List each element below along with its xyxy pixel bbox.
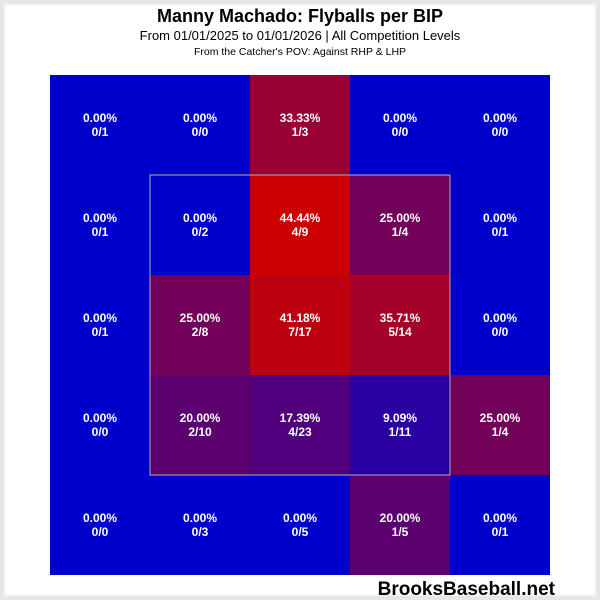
strike-zone bbox=[149, 174, 451, 476]
cell-value-label: 41.18% bbox=[280, 311, 321, 325]
heat-cell bbox=[150, 475, 250, 575]
cell-value-label: 44.44% bbox=[280, 211, 321, 225]
heat-cell bbox=[450, 275, 550, 375]
heat-cell bbox=[150, 275, 250, 375]
heat-cell bbox=[450, 375, 550, 475]
cell-value-label: 20.00% bbox=[380, 511, 421, 525]
heat-cell bbox=[50, 175, 150, 275]
cell-count-label: 0/0 bbox=[92, 525, 109, 539]
watermark: BrooksBaseball.net bbox=[378, 579, 556, 600]
cell-count-label: 2/8 bbox=[192, 325, 209, 339]
cell-count-label: 0/0 bbox=[492, 125, 509, 139]
cell-count-label: 1/3 bbox=[292, 125, 309, 139]
chart-title: Manny Machado: Flyballs per BIP bbox=[157, 6, 443, 26]
cell-value-label: 25.00% bbox=[480, 411, 521, 425]
cell-count-label: 7/17 bbox=[288, 325, 312, 339]
cell-value-label: 0.00% bbox=[183, 211, 217, 225]
cell-count-label: 1/11 bbox=[389, 425, 412, 439]
cell-value-label: 25.00% bbox=[380, 211, 421, 225]
cell-count-label: 0/0 bbox=[192, 125, 209, 139]
cell-value-label: 0.00% bbox=[483, 211, 517, 225]
cell-count-label: 2/10 bbox=[188, 425, 212, 439]
heat-cell bbox=[450, 75, 550, 175]
heat-cell bbox=[350, 475, 450, 575]
cell-value-label: 0.00% bbox=[83, 511, 117, 525]
cell-count-label: 0/0 bbox=[492, 325, 509, 339]
cell-value-label: 0.00% bbox=[483, 311, 517, 325]
cell-value-label: 0.00% bbox=[83, 311, 117, 325]
cell-count-label: 0/1 bbox=[92, 225, 109, 239]
cell-value-label: 0.00% bbox=[83, 411, 117, 425]
heat-cell bbox=[350, 175, 450, 275]
heat-cell bbox=[250, 375, 350, 475]
cell-value-label: 0.00% bbox=[83, 211, 117, 225]
cell-count-label: 0/0 bbox=[392, 125, 409, 139]
cell-count-label: 0/3 bbox=[192, 525, 209, 539]
cell-count-label: 1/4 bbox=[392, 225, 409, 239]
heat-cell bbox=[250, 275, 350, 375]
cell-value-label: 0.00% bbox=[283, 511, 317, 525]
cell-count-label: 4/23 bbox=[288, 425, 312, 439]
heat-cell bbox=[50, 275, 150, 375]
chart-note: From the Catcher's POV: Against RHP & LH… bbox=[194, 46, 406, 58]
cell-count-label: 0/2 bbox=[192, 225, 209, 239]
heat-cell bbox=[150, 175, 250, 275]
cell-count-label: 0/1 bbox=[492, 525, 509, 539]
heat-cell bbox=[450, 475, 550, 575]
heat-cell bbox=[350, 75, 450, 175]
cell-value-label: 35.71% bbox=[380, 311, 421, 325]
cell-value-label: 25.00% bbox=[180, 311, 221, 325]
heatmap-grid: 0.00%0/10.00%0/033.33%1/30.00%0/00.00%0/… bbox=[50, 75, 550, 575]
cell-value-label: 0.00% bbox=[483, 111, 517, 125]
heat-cell bbox=[50, 75, 150, 175]
cell-value-label: 33.33% bbox=[280, 111, 321, 125]
heat-cell bbox=[50, 475, 150, 575]
cell-value-label: 0.00% bbox=[183, 511, 217, 525]
cell-count-label: 4/9 bbox=[292, 225, 309, 239]
cell-count-label: 1/5 bbox=[392, 525, 409, 539]
cell-value-label: 20.00% bbox=[180, 411, 221, 425]
heat-cell bbox=[250, 75, 350, 175]
heat-cell bbox=[150, 75, 250, 175]
cell-count-label: 0/1 bbox=[492, 225, 509, 239]
heat-cell bbox=[250, 475, 350, 575]
heat-cell bbox=[350, 275, 450, 375]
cell-value-label: 0.00% bbox=[383, 111, 417, 125]
cell-value-label: 17.39% bbox=[280, 411, 321, 425]
cell-count-label: 0/1 bbox=[92, 325, 109, 339]
cell-count-label: 0/0 bbox=[92, 425, 109, 439]
heat-cell bbox=[150, 375, 250, 475]
chart-subtitle: From 01/01/2025 to 01/01/2026 | All Comp… bbox=[140, 28, 461, 43]
cell-count-label: 0/5 bbox=[292, 525, 309, 539]
cell-value-label: 0.00% bbox=[483, 511, 517, 525]
cell-count-label: 0/1 bbox=[92, 125, 109, 139]
heat-cell bbox=[250, 175, 350, 275]
cell-count-label: 1/4 bbox=[492, 425, 509, 439]
cell-value-label: 0.00% bbox=[183, 111, 217, 125]
heat-cell bbox=[350, 375, 450, 475]
cell-value-label: 9.09% bbox=[383, 411, 417, 425]
cell-value-label: 0.00% bbox=[83, 111, 117, 125]
cell-count-label: 5/14 bbox=[388, 325, 412, 339]
heat-cell bbox=[450, 175, 550, 275]
heat-cell bbox=[50, 375, 150, 475]
